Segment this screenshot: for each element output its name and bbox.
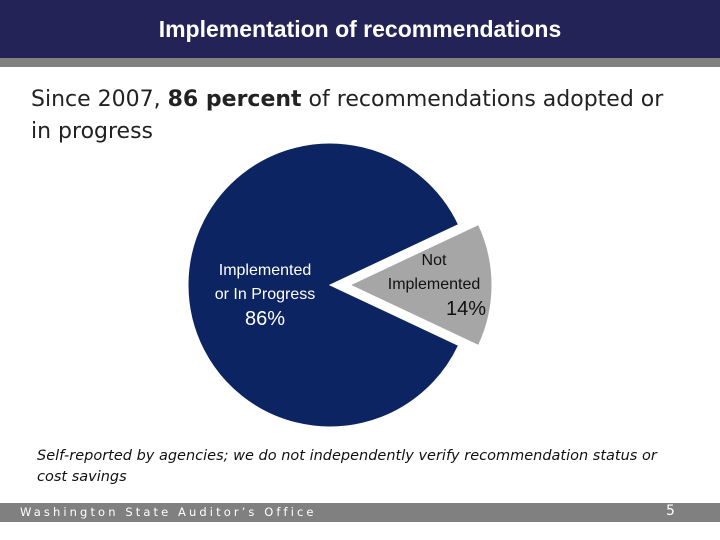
pie-slice-implemented (187, 142, 460, 428)
slice-label-implemented: Implemented or In Progress 86% (195, 259, 335, 331)
slice-value-label: 14% (445, 298, 486, 320)
subtitle-bold: 86 percent (167, 87, 302, 112)
slice-label-line1: Implemented (218, 262, 312, 279)
subtitle-pre: Since 2007, (31, 87, 168, 112)
footnote: Self-reported by agencies; we do not ind… (37, 448, 657, 485)
footer-org: Washington State Auditor’s Office (20, 505, 317, 519)
pie-slice-not-implemented (348, 223, 493, 347)
slide-title: Implementation of recommendations (0, 0, 720, 58)
title-divider (0, 58, 720, 67)
subtitle-post: of recommendations adopted or in progres… (31, 87, 664, 144)
slice-label-line1: Not (421, 252, 447, 269)
footer-bar: Washington State Auditor’s Office 5 (0, 503, 720, 522)
page-number: 5 (666, 503, 675, 519)
slice-label-line2: or In Progress (214, 286, 316, 303)
slice-label-line2: Implemented (387, 276, 481, 293)
slice-value-label: 86% (244, 308, 286, 330)
slide-subtitle: Since 2007, 86 percent of recommendation… (31, 84, 671, 148)
slice-label-not-implemented: Not Implemented 14% (372, 249, 496, 321)
